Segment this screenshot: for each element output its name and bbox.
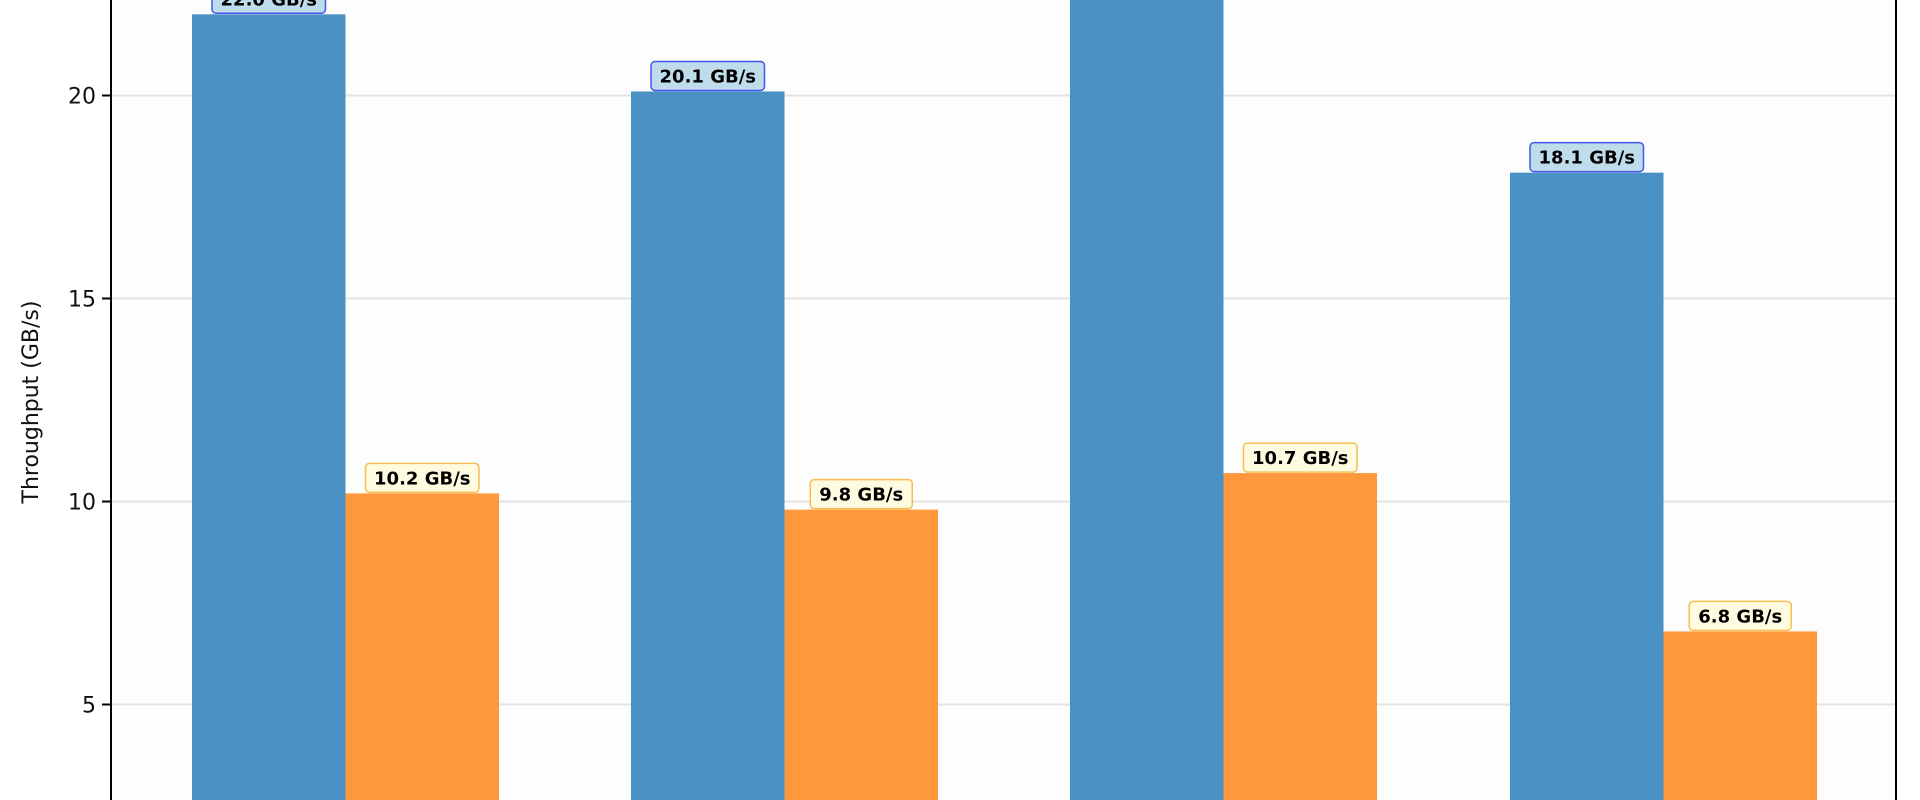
data-label-box xyxy=(809,478,913,510)
data-label-box xyxy=(1529,141,1645,173)
data-label-box xyxy=(650,60,766,92)
y-axis-label: Throughput (GB/s) xyxy=(19,301,44,505)
y-tick-label: 5 xyxy=(82,694,96,719)
data-label: 22.0 GB/s xyxy=(221,0,317,10)
data-label: 10.7 GB/s xyxy=(1252,448,1348,469)
bar-b-2 xyxy=(784,509,938,800)
y-tick-label: 15 xyxy=(68,288,96,313)
bar-b-4 xyxy=(1663,631,1817,800)
data-label-box xyxy=(1242,442,1358,473)
bar-a-2 xyxy=(631,91,785,800)
bar-b-1 xyxy=(345,493,499,800)
data-label-box xyxy=(211,0,327,15)
y-tick-label: 10 xyxy=(68,491,96,516)
data-label: 6.8 GB/s xyxy=(1698,606,1782,627)
data-label-box xyxy=(1688,600,1792,632)
y-tick-label: 20 xyxy=(68,85,96,110)
data-label-box xyxy=(364,462,480,494)
bar-a-1 xyxy=(192,14,346,800)
data-label: 9.8 GB/s xyxy=(819,485,903,506)
bar-a-3 xyxy=(1070,0,1224,800)
bar-a-4 xyxy=(1510,172,1664,800)
data-label: 20.1 GB/s xyxy=(660,66,756,87)
data-label: 18.1 GB/s xyxy=(1539,148,1635,169)
data-label: 10.2 GB/s xyxy=(374,468,470,489)
bar-b-3 xyxy=(1223,473,1377,800)
